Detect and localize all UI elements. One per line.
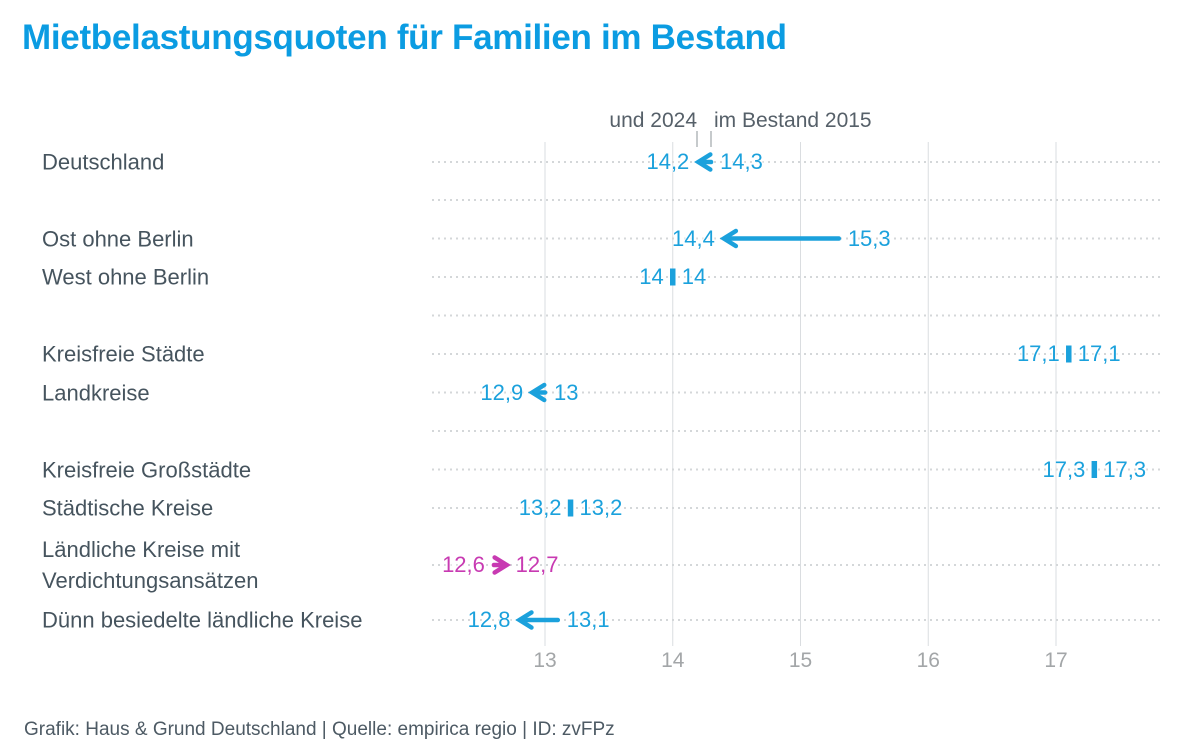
change-arrow-head-icon	[694, 152, 713, 172]
change-arrow-head-icon	[719, 228, 739, 249]
x-axis-tick-label: 14	[661, 649, 685, 672]
category-label: Kreisfreie Städte	[42, 341, 205, 367]
chart-title: Mietbelastungsquoten für Familien im Bes…	[22, 18, 787, 57]
x-axis-tick-label: 15	[788, 649, 813, 672]
equal-value-marker	[567, 499, 574, 517]
x-axis-tick-label: 13	[533, 649, 557, 672]
value-label-2024: 17,3	[1042, 456, 1086, 482]
equal-value-marker	[670, 268, 676, 286]
value-label-2015: 14	[681, 264, 707, 289]
value-label-2015: 13,2	[579, 495, 623, 520]
value-label-2015: 13,1	[566, 607, 610, 632]
equal-value-marker	[1066, 345, 1072, 363]
value-label-2015: 17,1	[1077, 341, 1121, 366]
attribution-line: Grafik: Haus & Grund Deutschland | Quell…	[24, 719, 615, 740]
annotation-2024-label: und 2024	[609, 109, 697, 132]
category-label: Ost ohne Berlin	[42, 226, 194, 251]
category-label: Dünn besiedelte ländliche Kreise	[42, 607, 363, 633]
annotation-leader-line	[710, 131, 712, 147]
category-label: Landkreise	[42, 380, 150, 405]
annotation-2015-label: im Bestand 2015	[714, 109, 872, 132]
category-label: Städtische Kreise	[42, 495, 214, 521]
value-label-2024: 14	[639, 264, 664, 289]
x-axis-tick-label: 16	[916, 649, 940, 672]
equal-value-marker	[1091, 461, 1098, 478]
change-arrow-head-icon	[527, 382, 547, 403]
value-label-2024: 13,2	[518, 495, 562, 520]
value-label-2024: 12,7	[515, 552, 559, 577]
value-label-2015: 17,3	[1103, 456, 1147, 482]
annotation-leader-line	[696, 131, 698, 147]
value-label-2015: 15,3	[847, 225, 891, 251]
value-label-2015: 13	[554, 379, 579, 405]
value-label-2024: 14,4	[672, 225, 715, 251]
change-arrow-head-icon	[492, 555, 511, 575]
value-label-2015: 14,3	[720, 149, 763, 174]
category-label: West ohne Berlin	[42, 264, 210, 290]
value-label-2024: 12,8	[467, 607, 511, 632]
value-label-2024: 17,1	[1016, 341, 1060, 366]
x-axis-tick-label: 17	[1044, 649, 1068, 672]
change-arrow-head-icon	[515, 610, 534, 630]
value-label-2024: 12,9	[480, 379, 524, 405]
value-label-2015: 12,6	[442, 552, 485, 577]
category-label: Kreisfreie Großstädte	[42, 457, 252, 482]
value-label-2024: 14,2	[646, 149, 690, 174]
category-label: Deutschland	[42, 149, 165, 175]
category-label: Ländliche Kreise mit Verdichtungsansätze…	[42, 537, 259, 593]
